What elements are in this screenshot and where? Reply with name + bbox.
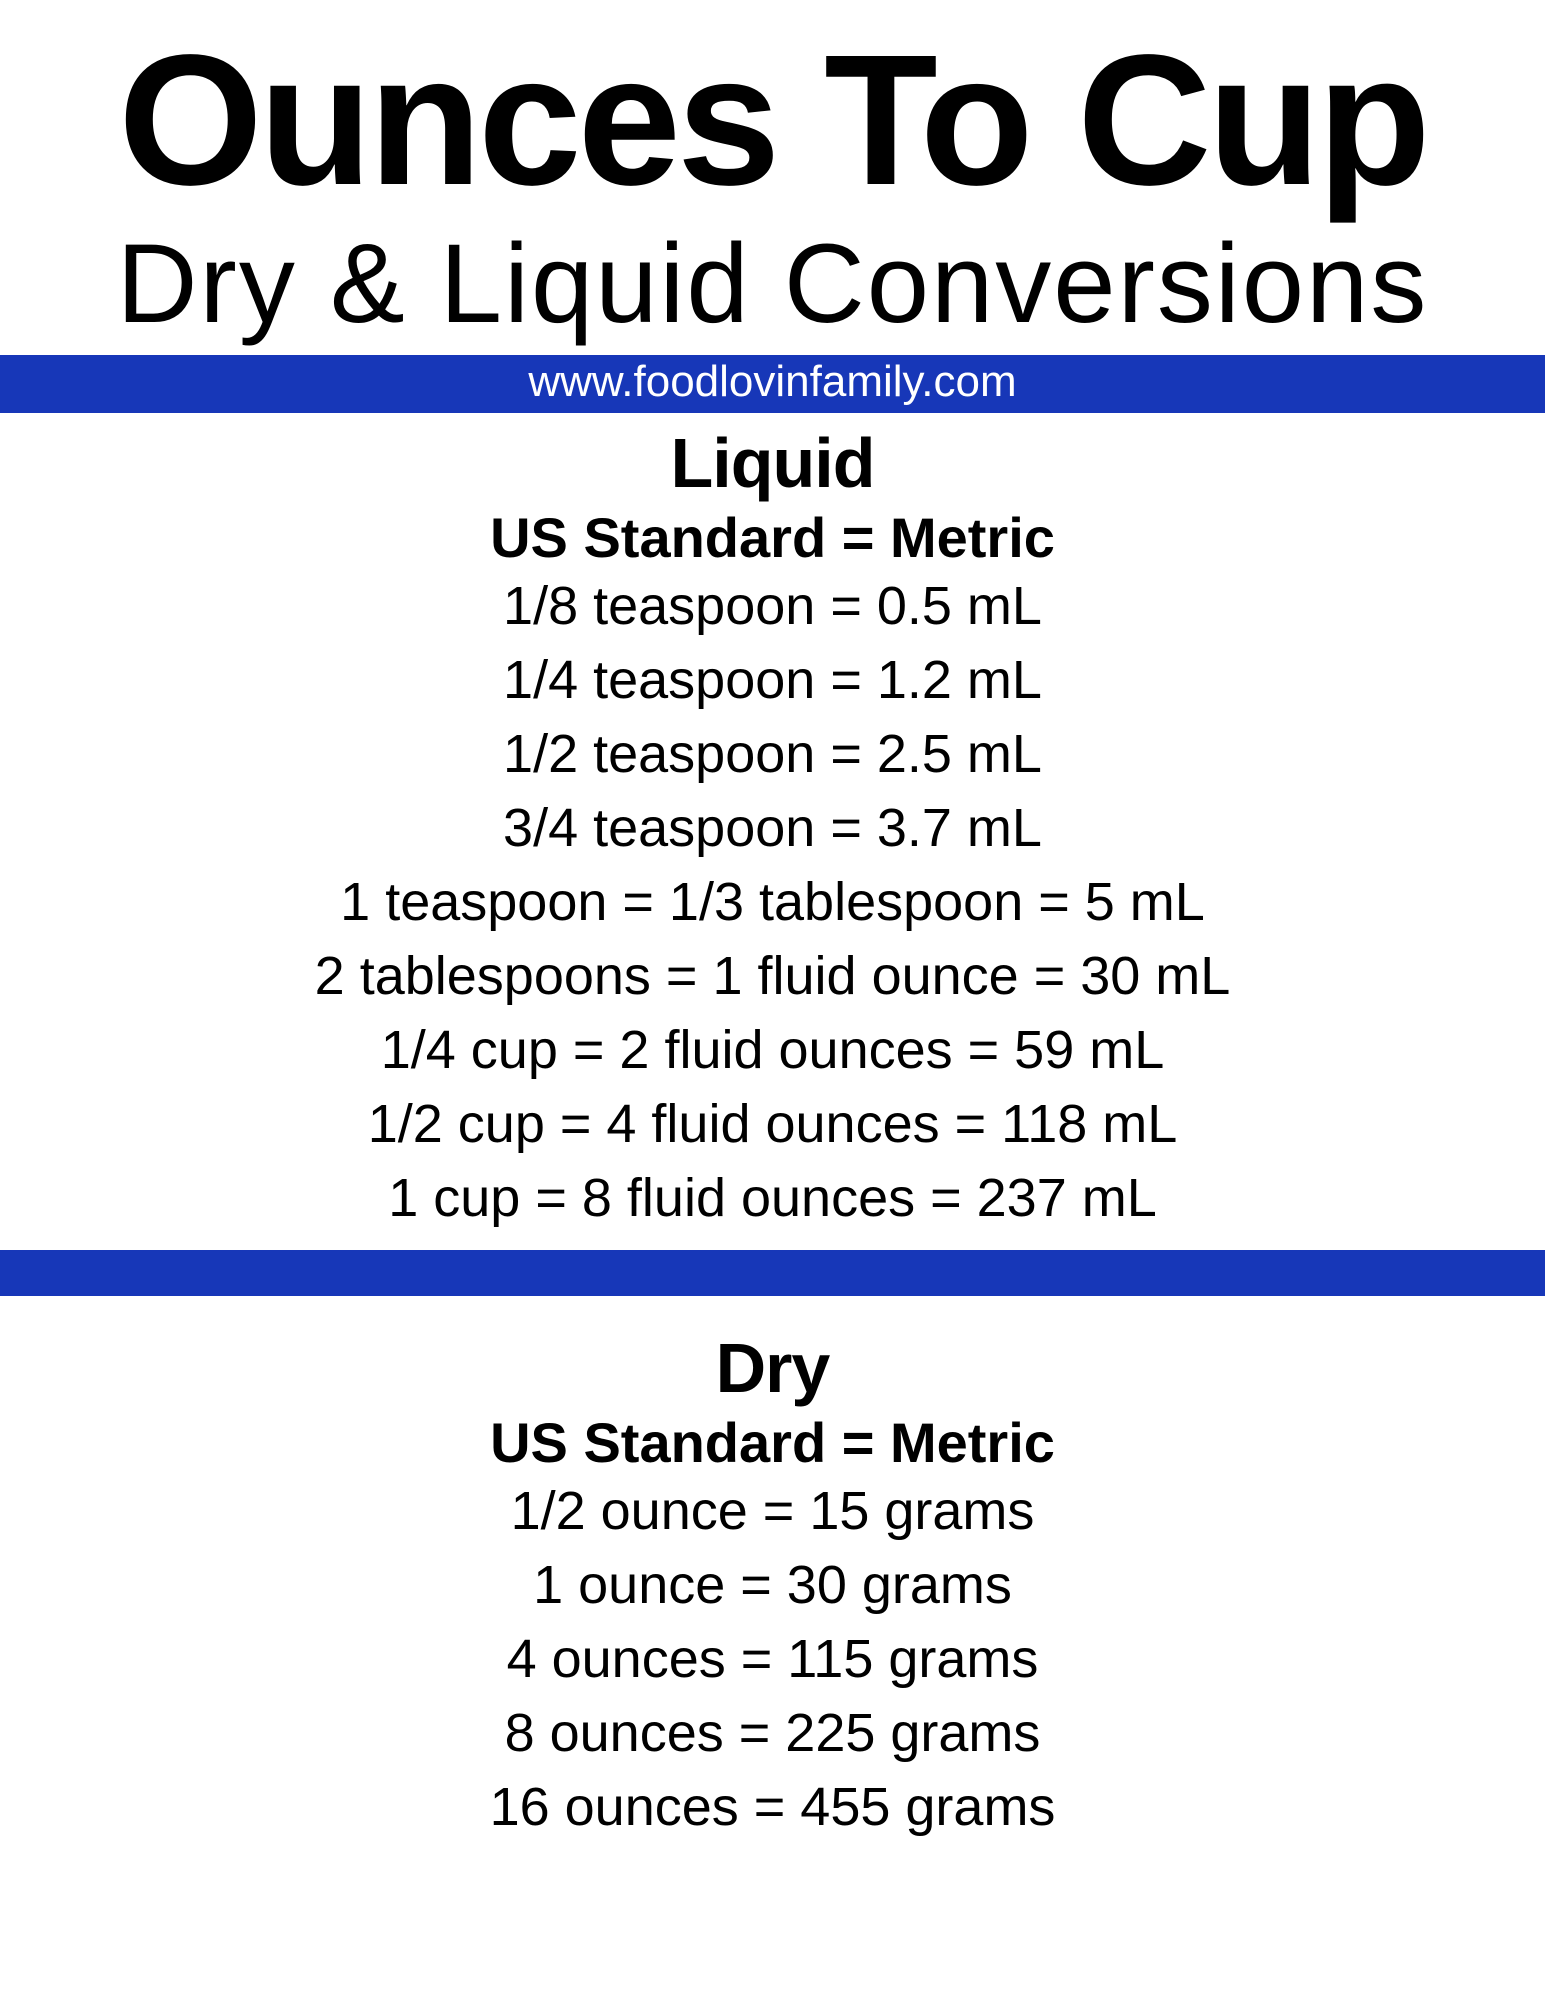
liquid-title: Liquid (0, 423, 1545, 503)
liquid-row: 3/4 teaspoon = 3.7 mL (0, 792, 1545, 866)
infographic-container: Ounces To Cup Dry & Liquid Conversions w… (0, 0, 1545, 1845)
subtitle: Dry & Liquid Conversions (0, 222, 1545, 345)
dry-title: Dry (0, 1328, 1545, 1408)
main-title: Ounces To Cup (0, 0, 1545, 214)
liquid-row: 1/8 teaspoon = 0.5 mL (0, 570, 1545, 644)
liquid-row: 1 teaspoon = 1/3 tablespoon = 5 mL (0, 866, 1545, 940)
liquid-row: 1/4 teaspoon = 1.2 mL (0, 644, 1545, 718)
liquid-header: US Standard = Metric (0, 505, 1545, 570)
dry-row: 4 ounces = 115 grams (0, 1623, 1545, 1697)
dry-header: US Standard = Metric (0, 1410, 1545, 1475)
liquid-row: 1/4 cup = 2 fluid ounces = 59 mL (0, 1014, 1545, 1088)
url-bar: www.foodlovinfamily.com (0, 355, 1545, 413)
dry-row: 1 ounce = 30 grams (0, 1549, 1545, 1623)
dry-row: 8 ounces = 225 grams (0, 1697, 1545, 1771)
liquid-row: 1/2 cup = 4 fluid ounces = 118 mL (0, 1088, 1545, 1162)
liquid-row: 2 tablespoons = 1 fluid ounce = 30 mL (0, 940, 1545, 1014)
dry-row: 16 ounces = 455 grams (0, 1771, 1545, 1845)
liquid-row: 1 cup = 8 fluid ounces = 237 mL (0, 1162, 1545, 1236)
divider-bar (0, 1250, 1545, 1296)
dry-row: 1/2 ounce = 15 grams (0, 1475, 1545, 1549)
liquid-row: 1/2 teaspoon = 2.5 mL (0, 718, 1545, 792)
